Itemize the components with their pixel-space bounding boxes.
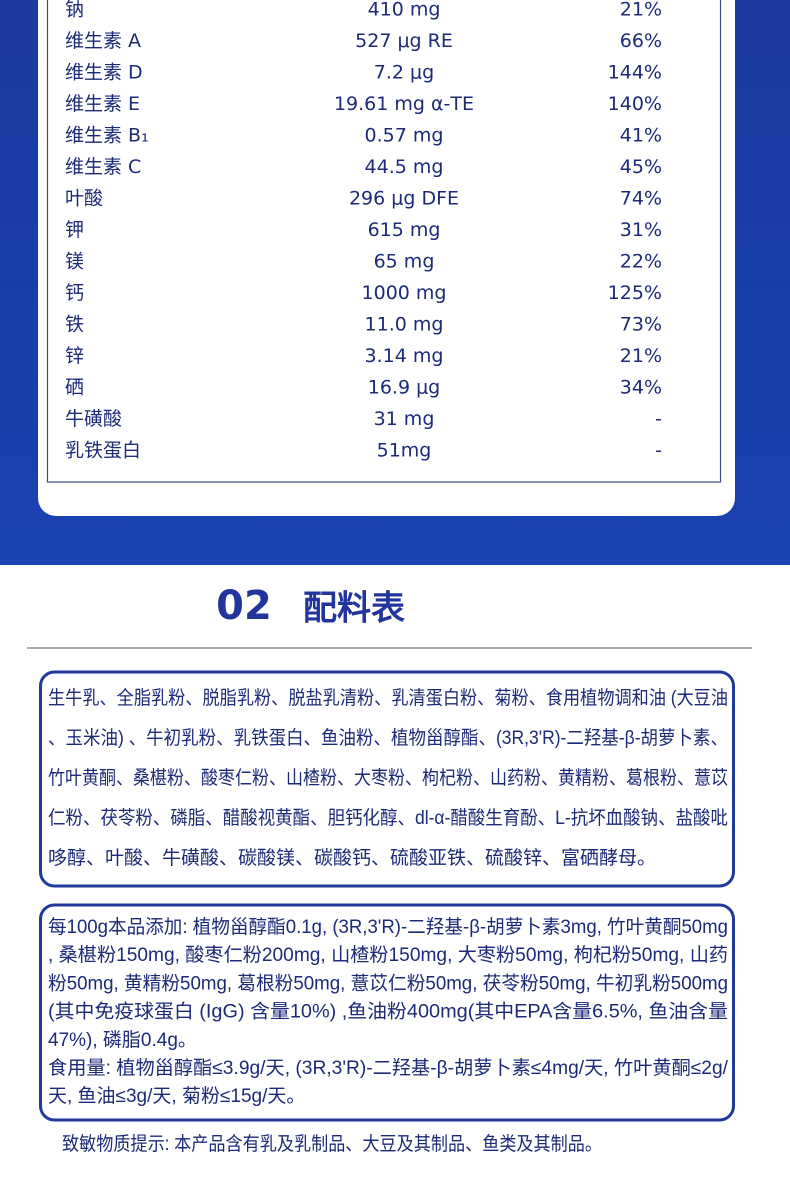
additives-box — [39, 903, 735, 1122]
nutrient-name: 铁 — [65, 314, 84, 336]
nutrient-name: 维生素 D — [65, 62, 143, 84]
ingredients-line: 竹叶黄酮、桑椹粉、酸枣仁粉、山楂粉、大枣粉、枸杞粉、山药粉、黄精粉、葛根粉、薏苡 — [48, 767, 728, 789]
nutrient-amount: 19.61 mg α-TE — [334, 93, 474, 115]
nutrient-percent: 22% — [620, 251, 662, 273]
nutrient-percent: 34% — [620, 377, 662, 399]
nutrient-percent: 45% — [620, 156, 662, 178]
additives-line: 粉50mg, 黄精粉50mg, 葛根粉50mg, 薏苡仁粉50mg, 茯苓粉50… — [48, 972, 728, 994]
ingredients-line: 仁粉、茯苓粉、磷脂、醋酸视黄酯、胆钙化醇、dl-α-醋酸生育酚、L-抗坏血酸钠、… — [48, 807, 728, 829]
allergen-note: 致敏物质提示: 本产品含有乳及乳制品、大豆及其制品、鱼类及其制品。 — [62, 1133, 602, 1155]
nutrient-percent: 144% — [608, 62, 662, 84]
ingredients-line: 生牛乳、全脂乳粉、脱脂乳粉、脱盐乳清粉、乳清蛋白粉、菊粉、食用植物调和油 (大豆… — [48, 687, 728, 709]
nutrient-name: 维生素 A — [65, 30, 141, 52]
nutrient-percent: - — [655, 440, 662, 462]
nutrient-name: 钠 — [65, 0, 84, 21]
nutrient-name: 钾 — [65, 219, 84, 241]
additives-line: , 桑椹粉150mg, 酸枣仁粉200mg, 山楂粉150mg, 大枣粉50mg… — [48, 944, 728, 966]
nutrient-amount: 3.14 mg — [365, 345, 444, 367]
nutrient-amount: 296 μg DFE — [349, 188, 459, 210]
nutrient-amount: 51mg — [377, 440, 432, 462]
nutrient-percent: 21% — [620, 345, 662, 367]
nutrient-amount: 410 mg — [368, 0, 441, 21]
nutrient-name: 维生素 B₁ — [65, 125, 149, 147]
nutrient-name: 牛磺酸 — [65, 408, 122, 430]
additives-line: 每100g本品添加: 植物甾醇酯0.1g, (3R,3'R)-二羟基-β-胡萝卜… — [48, 916, 728, 938]
ingredients-box — [39, 670, 735, 888]
nutrient-amount: 7.2 μg — [374, 62, 434, 84]
section-title: 配料表 — [303, 589, 405, 629]
nutrient-name: 乳铁蛋白 — [65, 440, 141, 462]
nutrient-amount: 527 μg RE — [355, 30, 453, 52]
nutrient-percent: 21% — [620, 0, 662, 21]
nutrient-percent: 41% — [620, 125, 662, 147]
nutrient-percent: 31% — [620, 219, 662, 241]
nutrient-name: 钙 — [65, 282, 84, 304]
nutrient-name: 叶酸 — [65, 188, 103, 210]
nutrient-amount: 16.9 μg — [368, 377, 441, 399]
ingredients-line: 、玉米油) 、牛初乳粉、乳铁蛋白、鱼油粉、植物甾醇酯、(3R,3'R)-二羟基-… — [48, 727, 728, 749]
nutrient-percent: 140% — [608, 93, 662, 115]
section-number: 02 — [216, 583, 272, 629]
nutrient-amount: 65 mg — [374, 251, 435, 273]
nutrient-name: 锌 — [65, 345, 84, 367]
nutrient-amount: 0.57 mg — [365, 125, 444, 147]
nutrient-percent: 74% — [620, 188, 662, 210]
nutrient-percent: - — [655, 408, 662, 430]
nutrient-amount: 44.5 mg — [365, 156, 444, 178]
additives-line: (其中免疫球蛋白 (IgG) 含量10%) ,鱼油粉400mg(其中EPA含量6… — [48, 1001, 728, 1023]
nutrient-amount: 11.0 mg — [365, 314, 444, 336]
nutrient-percent: 66% — [620, 30, 662, 52]
nutrient-percent: 125% — [608, 282, 662, 304]
nutrient-name: 镁 — [65, 251, 84, 273]
additives-line: 天, 鱼油≤3g/天, 菊粉≤15g/天。 — [48, 1085, 305, 1107]
additives-line: 47%), 磷脂0.4g。 — [48, 1029, 197, 1051]
nutrition-table-border — [46, 0, 722, 483]
nutrient-amount: 1000 mg — [362, 282, 447, 304]
nutrient-amount: 615 mg — [368, 219, 441, 241]
nutrient-amount: 31 mg — [374, 408, 435, 430]
nutrient-name: 维生素 E — [65, 93, 140, 115]
additives-line: 食用量: 植物甾醇酯≤3.9g/天, (3R,3'R)-二羟基-β-胡萝卜素≤4… — [48, 1057, 729, 1079]
ingredients-line: 哆醇、叶酸、牛磺酸、碳酸镁、碳酸钙、硫酸亚铁、硫酸锌、富硒酵母。 — [48, 847, 656, 869]
nutrition-card — [38, 0, 735, 516]
nutrient-name: 硒 — [65, 377, 84, 399]
nutrient-percent: 73% — [620, 314, 662, 336]
nutrient-name: 维生素 C — [65, 156, 141, 178]
